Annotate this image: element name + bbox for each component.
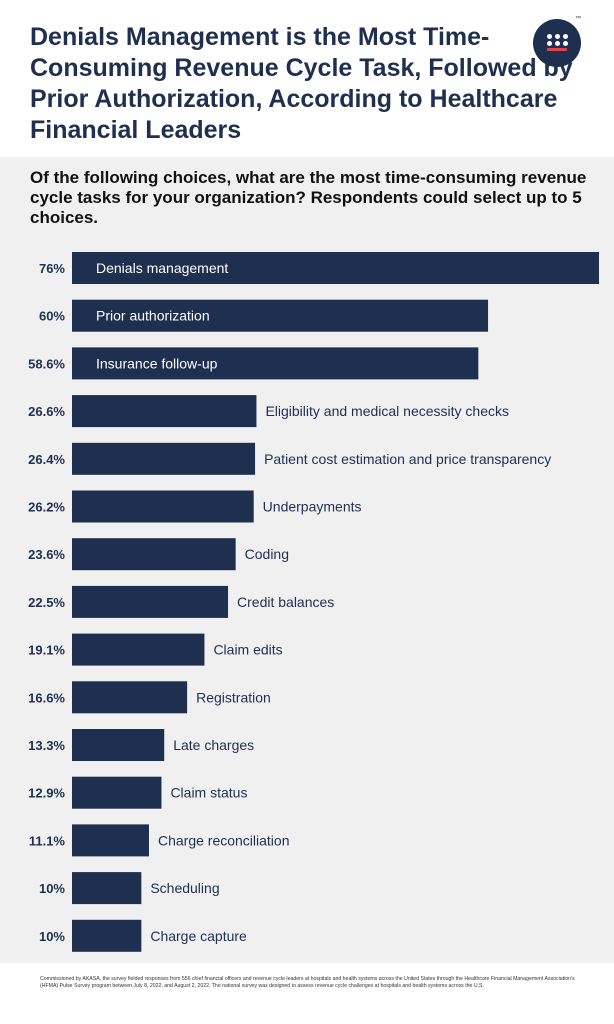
category-label: Eligibility and medical necessity checks bbox=[265, 403, 509, 419]
value-label: 10% bbox=[39, 929, 65, 944]
category-label: Coding bbox=[245, 546, 289, 562]
category-label: Insurance follow-up bbox=[96, 355, 218, 371]
bar-prior-authorization bbox=[72, 299, 489, 332]
category-label: Claim status bbox=[170, 785, 247, 801]
bar-underpayments bbox=[72, 490, 254, 523]
bar-registration bbox=[72, 681, 188, 714]
bar-claim-edits bbox=[72, 633, 205, 666]
category-label: Late charges bbox=[173, 737, 254, 753]
trademark-icon: ™ bbox=[575, 16, 581, 22]
bar-credit-balances bbox=[72, 585, 229, 618]
survey-question: Of the following choices, what are the m… bbox=[30, 168, 587, 227]
logo-dot bbox=[547, 41, 552, 46]
value-label: 13.3% bbox=[28, 738, 65, 753]
value-label: 16.6% bbox=[28, 690, 65, 705]
category-label: Charge capture bbox=[150, 928, 247, 944]
logo-dot bbox=[555, 34, 560, 39]
value-label: 60% bbox=[39, 309, 65, 324]
bar-late-charges bbox=[72, 729, 165, 761]
value-label: 26.6% bbox=[28, 404, 65, 419]
value-label: 12.9% bbox=[28, 786, 65, 801]
akasa-logo-icon: ™ bbox=[533, 16, 581, 67]
value-label: 19.1% bbox=[28, 643, 65, 658]
logo-accent-bar bbox=[547, 48, 567, 51]
value-label: 76% bbox=[39, 261, 65, 276]
footnote: Commissioned by AKASA, the survey fielde… bbox=[40, 976, 575, 989]
value-label: 26.4% bbox=[28, 452, 65, 467]
bar-claim-status bbox=[72, 776, 162, 809]
footer bbox=[0, 963, 614, 1024]
bar-chart: 76% Denials management 60% Prior authorizat… bbox=[28, 252, 599, 952]
value-label: 22.5% bbox=[28, 595, 65, 610]
bar-insurance-follow-up bbox=[72, 347, 479, 380]
category-label: Underpayments bbox=[263, 499, 362, 515]
category-label: Registration bbox=[196, 689, 271, 705]
category-label: Denials management bbox=[96, 260, 228, 276]
header bbox=[0, 0, 614, 157]
value-label: 10% bbox=[39, 881, 65, 896]
bar-eligibility-and-medical-necessity-checks bbox=[72, 395, 257, 428]
bar-patient-cost-estimation-and-price-transparency bbox=[72, 442, 256, 475]
category-label: Patient cost estimation and price transp… bbox=[264, 451, 551, 467]
category-label: Credit balances bbox=[237, 594, 334, 610]
category-label: Claim edits bbox=[213, 642, 282, 658]
value-label: 26.2% bbox=[28, 500, 65, 515]
bar-charge-reconciliation bbox=[72, 824, 149, 857]
bar-coding bbox=[72, 538, 236, 571]
value-label: 23.6% bbox=[28, 547, 65, 562]
value-label: 58.6% bbox=[28, 356, 65, 371]
bar-denials-management bbox=[72, 252, 599, 284]
bar-scheduling bbox=[72, 872, 142, 905]
category-label: Scheduling bbox=[150, 880, 219, 896]
logo-dot bbox=[563, 41, 568, 46]
logo-dot bbox=[563, 34, 568, 39]
value-label: 11.1% bbox=[29, 833, 66, 848]
logo-dot bbox=[547, 34, 552, 39]
category-label: Charge reconciliation bbox=[158, 832, 290, 848]
logo-dot bbox=[555, 41, 560, 46]
page-title: Denials Management is the Most Time-Cons… bbox=[30, 23, 573, 144]
category-label: Prior authorization bbox=[96, 308, 210, 324]
bar-charge-capture bbox=[72, 919, 142, 952]
